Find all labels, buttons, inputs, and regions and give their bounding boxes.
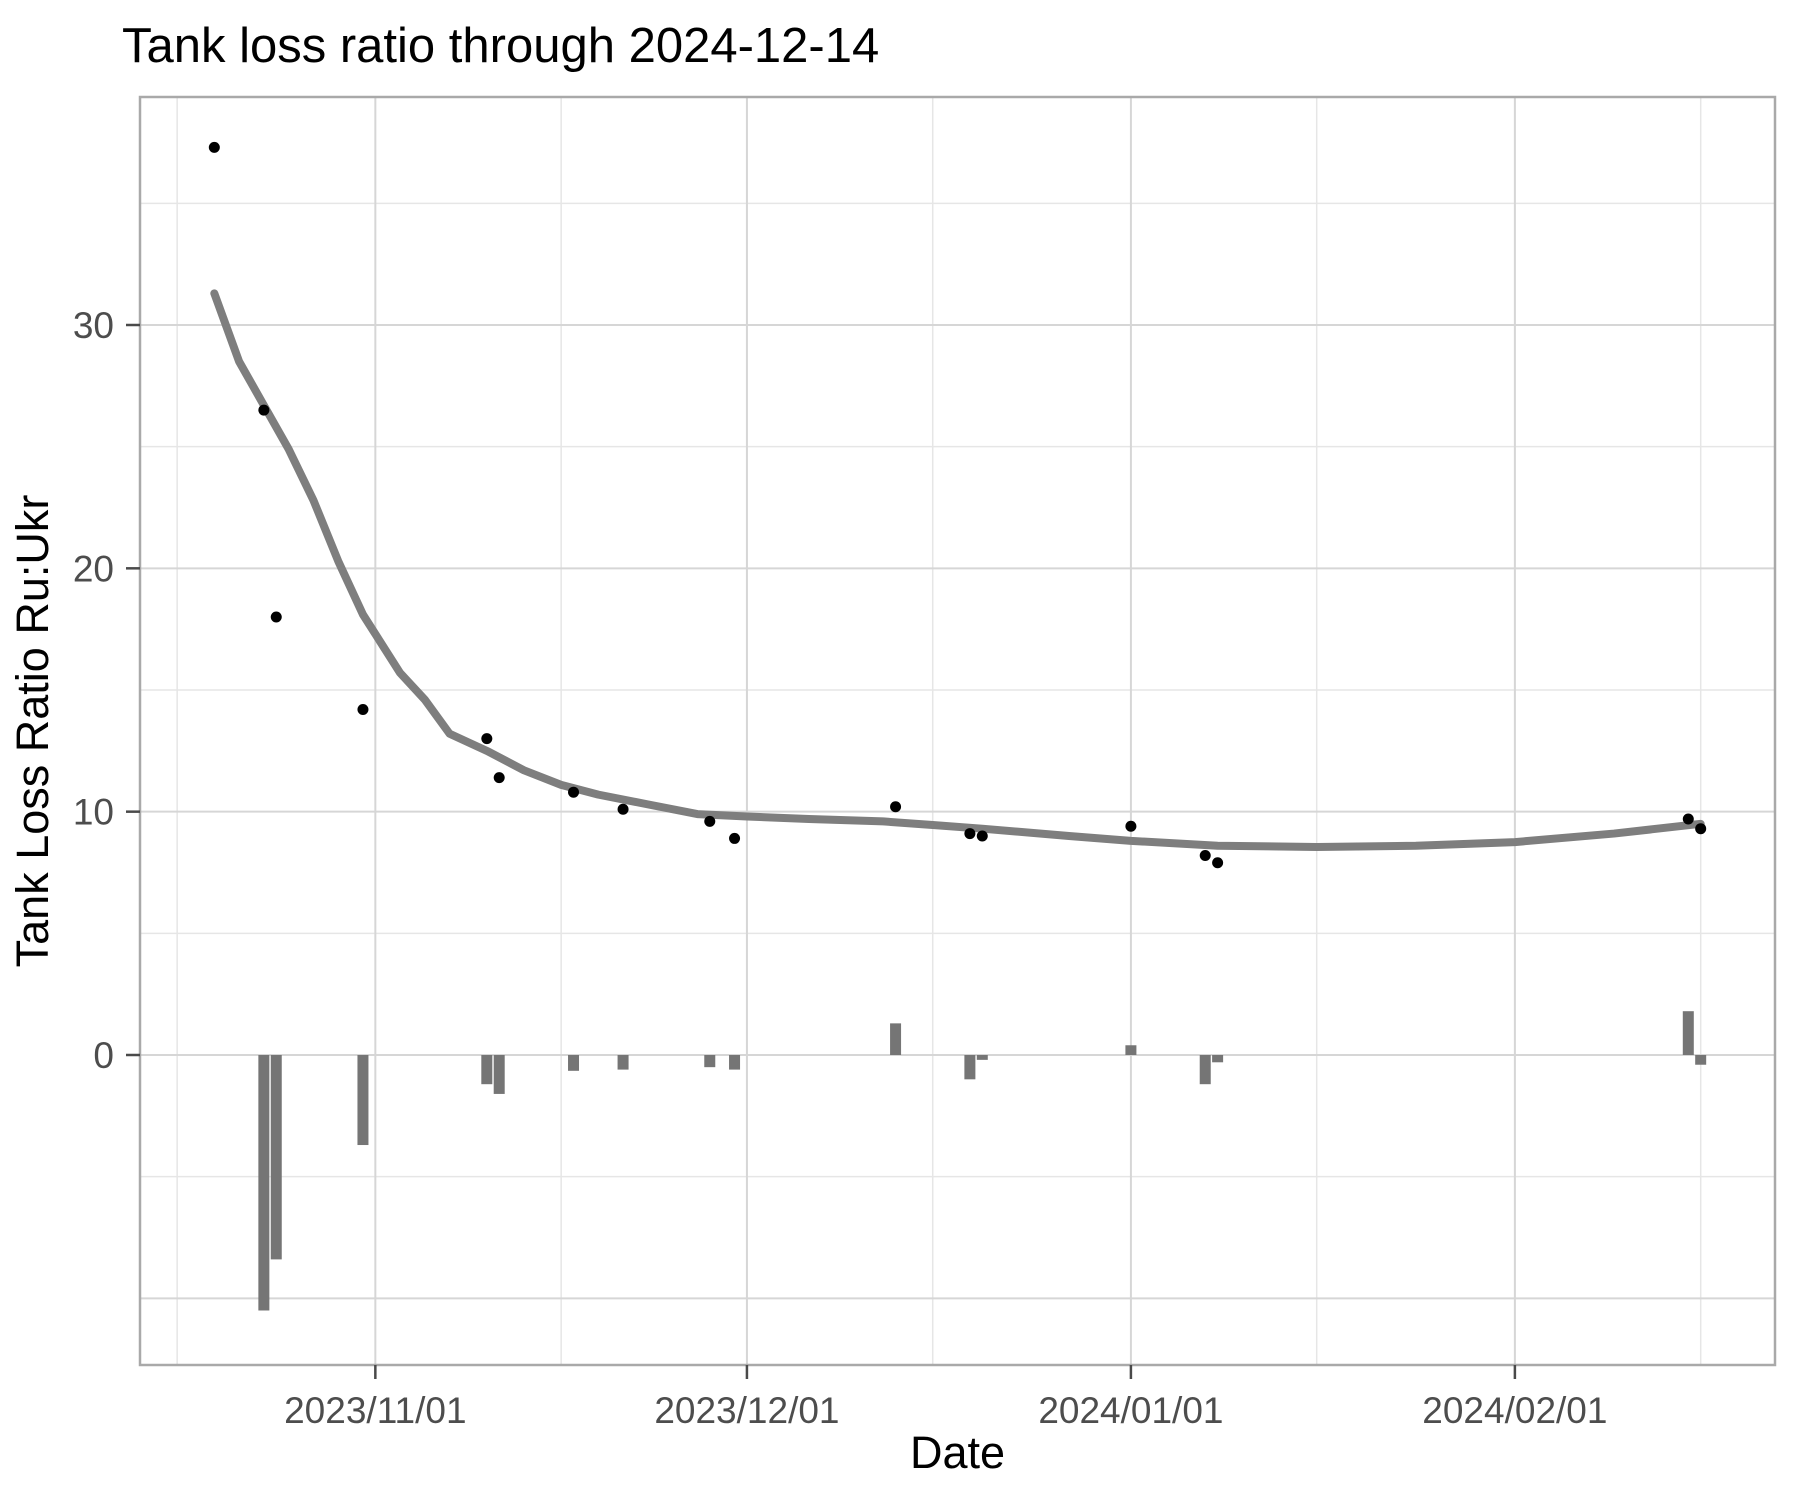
y-axis-title: Tank Loss Ratio Ru:Ukr: [7, 495, 58, 968]
minor-gridlines: [140, 97, 1775, 1365]
change-bar: [1199, 1054, 1211, 1085]
change-bar: [1125, 1045, 1137, 1055]
data-point: [481, 733, 493, 745]
trend-line: [210, 289, 1705, 851]
data-point: [964, 828, 976, 840]
tick-marks: [126, 323, 1517, 1379]
data-point: [568, 786, 580, 798]
change-bars: [258, 1011, 1707, 1311]
change-bar: [270, 1054, 282, 1260]
y-tick-label: 30: [73, 305, 114, 346]
data-point: [617, 803, 629, 815]
y-tick-label: 0: [93, 1035, 114, 1076]
change-bar: [964, 1054, 976, 1080]
change-bar: [1695, 1054, 1707, 1065]
y-tick-label: 10: [73, 792, 114, 833]
data-point: [357, 703, 369, 715]
change-bar: [357, 1054, 369, 1146]
change-bar: [617, 1054, 629, 1070]
change-bar: [704, 1054, 716, 1068]
data-point: [1199, 849, 1211, 861]
major-gridlines: [140, 97, 1775, 1365]
x-axis-title: Date: [910, 1427, 1005, 1478]
x-tick-label: 2023/11/01: [284, 1390, 466, 1431]
data-point: [890, 801, 902, 813]
trend-line-group: [210, 289, 1705, 851]
plot-title: Tank loss ratio through 2024-12-14: [122, 19, 879, 73]
data-point: [704, 815, 716, 827]
data-point: [258, 404, 270, 416]
change-bar: [568, 1054, 580, 1071]
y-tick-label: 20: [73, 548, 114, 589]
change-bar: [1212, 1054, 1224, 1063]
data-points: [208, 141, 1707, 869]
panel-border: [138, 95, 1777, 1367]
data-point: [1212, 857, 1224, 869]
change-bar: [1682, 1011, 1694, 1055]
data-point: [976, 830, 988, 842]
change-bar: [729, 1054, 741, 1070]
data-point: [493, 772, 505, 784]
data-point: [208, 141, 220, 153]
x-tick-label: 2024/01/01: [1038, 1390, 1223, 1431]
change-bar: [976, 1054, 988, 1060]
x-tick-label: 2023/12/01: [654, 1390, 839, 1431]
x-tick-label: 2024/02/01: [1422, 1390, 1607, 1431]
data-point: [270, 611, 282, 623]
change-bar: [258, 1054, 270, 1311]
data-point: [729, 832, 741, 844]
data-point: [1695, 823, 1707, 835]
change-bar: [481, 1054, 493, 1085]
change-bar: [890, 1023, 902, 1055]
change-bar: [493, 1054, 505, 1094]
data-point: [1125, 820, 1137, 832]
tick-labels: 2023/11/01 2023/12/01 2024/01/01 2024/02/01…: [73, 305, 1608, 1431]
data-point: [1682, 813, 1694, 825]
